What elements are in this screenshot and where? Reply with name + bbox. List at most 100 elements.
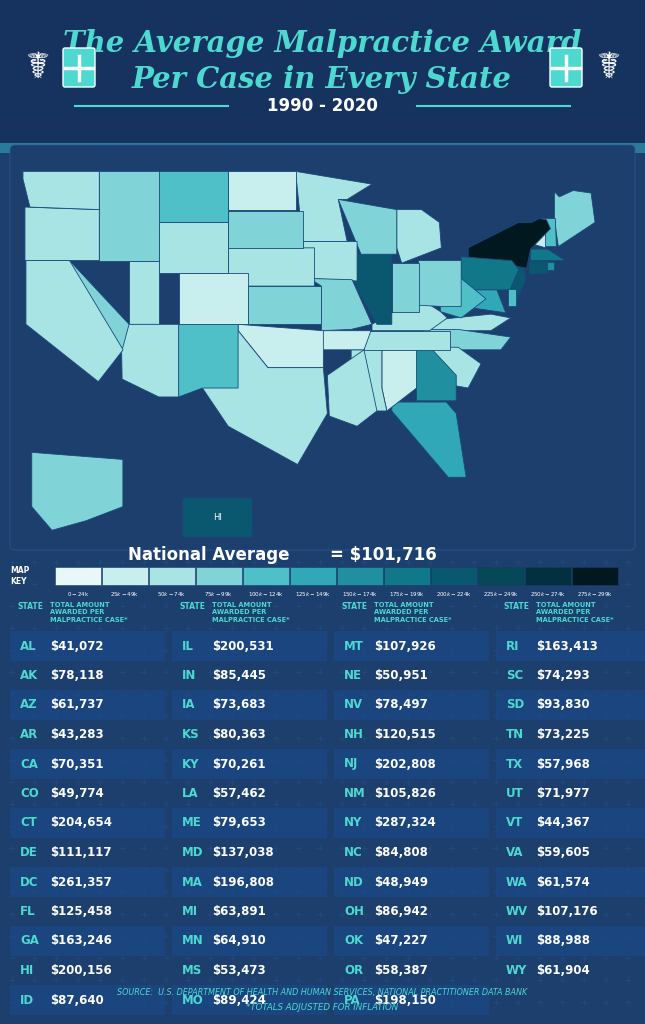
Text: $44,367: $44,367 bbox=[536, 816, 590, 829]
Polygon shape bbox=[419, 260, 461, 306]
Polygon shape bbox=[228, 248, 315, 286]
Text: $73,683: $73,683 bbox=[212, 698, 266, 712]
Text: ☤: ☤ bbox=[25, 51, 49, 85]
Text: MA: MA bbox=[182, 876, 203, 889]
FancyBboxPatch shape bbox=[172, 749, 327, 778]
Text: Per Case in Every State: Per Case in Every State bbox=[132, 66, 512, 94]
Text: AL: AL bbox=[20, 640, 37, 652]
Text: $63,891: $63,891 bbox=[212, 905, 266, 918]
Text: $79,653: $79,653 bbox=[212, 816, 266, 829]
Text: $57,462: $57,462 bbox=[212, 787, 266, 800]
Polygon shape bbox=[32, 453, 123, 530]
Text: $43,283: $43,283 bbox=[50, 728, 104, 741]
Text: NJ: NJ bbox=[344, 758, 359, 770]
Text: $93,830: $93,830 bbox=[536, 698, 590, 712]
Text: GA: GA bbox=[20, 935, 39, 947]
Text: AR: AR bbox=[20, 728, 38, 741]
Text: RI: RI bbox=[506, 640, 519, 652]
Text: $287,324: $287,324 bbox=[374, 816, 436, 829]
Text: $163,246: $163,246 bbox=[50, 935, 112, 947]
Text: TN: TN bbox=[506, 728, 524, 741]
FancyBboxPatch shape bbox=[496, 808, 645, 838]
FancyBboxPatch shape bbox=[525, 567, 571, 585]
Text: $49,774: $49,774 bbox=[50, 787, 104, 800]
Text: $100k-$124k: $100k-$124k bbox=[248, 590, 284, 598]
Polygon shape bbox=[397, 210, 441, 263]
Polygon shape bbox=[238, 325, 323, 368]
Text: $86,942: $86,942 bbox=[374, 905, 428, 918]
FancyBboxPatch shape bbox=[172, 690, 327, 720]
Text: $0-$24k: $0-$24k bbox=[67, 590, 89, 598]
FancyBboxPatch shape bbox=[63, 48, 95, 87]
Text: UT: UT bbox=[506, 787, 524, 800]
Text: $120,515: $120,515 bbox=[374, 728, 436, 741]
Text: $41,072: $41,072 bbox=[50, 640, 103, 652]
Polygon shape bbox=[432, 347, 481, 388]
FancyBboxPatch shape bbox=[10, 631, 165, 660]
Text: TOTAL AMOUNT
AWARDED PER
MALPRACTICE CASE*: TOTAL AMOUNT AWARDED PER MALPRACTICE CAS… bbox=[374, 602, 451, 623]
Text: VT: VT bbox=[506, 816, 523, 829]
FancyBboxPatch shape bbox=[0, 143, 645, 153]
Text: $78,497: $78,497 bbox=[374, 698, 428, 712]
Polygon shape bbox=[179, 273, 248, 325]
Polygon shape bbox=[310, 279, 372, 331]
Text: IN: IN bbox=[182, 669, 196, 682]
Text: $88,988: $88,988 bbox=[536, 935, 590, 947]
FancyBboxPatch shape bbox=[496, 631, 645, 660]
Text: MD: MD bbox=[182, 846, 204, 859]
Text: $59,605: $59,605 bbox=[536, 846, 590, 859]
FancyBboxPatch shape bbox=[10, 867, 165, 896]
Text: MS: MS bbox=[182, 964, 203, 977]
Text: $107,926: $107,926 bbox=[374, 640, 436, 652]
Text: $61,737: $61,737 bbox=[50, 698, 103, 712]
Text: $204,654: $204,654 bbox=[50, 816, 112, 829]
Polygon shape bbox=[372, 298, 448, 331]
FancyBboxPatch shape bbox=[496, 926, 645, 955]
Text: STATE: STATE bbox=[180, 602, 206, 611]
Text: $202,808: $202,808 bbox=[374, 758, 436, 770]
Text: IA: IA bbox=[182, 698, 195, 712]
FancyBboxPatch shape bbox=[572, 567, 618, 585]
Text: WA: WA bbox=[506, 876, 528, 889]
FancyBboxPatch shape bbox=[10, 145, 635, 550]
FancyBboxPatch shape bbox=[334, 926, 489, 955]
FancyBboxPatch shape bbox=[384, 567, 430, 585]
Text: $137,038: $137,038 bbox=[212, 846, 273, 859]
FancyBboxPatch shape bbox=[550, 48, 582, 87]
Text: TOTAL AMOUNT
AWARDED PER
MALPRACTICE CASE*: TOTAL AMOUNT AWARDED PER MALPRACTICE CAS… bbox=[536, 602, 613, 623]
Polygon shape bbox=[441, 279, 486, 317]
Text: LA: LA bbox=[182, 787, 199, 800]
Text: VA: VA bbox=[506, 846, 524, 859]
Text: $87,640: $87,640 bbox=[50, 993, 104, 1007]
Text: $70,261: $70,261 bbox=[212, 758, 266, 770]
Text: $58,387: $58,387 bbox=[374, 964, 428, 977]
FancyBboxPatch shape bbox=[334, 631, 489, 660]
Polygon shape bbox=[351, 350, 387, 411]
Text: $71,977: $71,977 bbox=[536, 787, 590, 800]
FancyBboxPatch shape bbox=[496, 749, 645, 778]
Text: $163,413: $163,413 bbox=[536, 640, 598, 652]
Text: $75k-$99k: $75k-$99k bbox=[204, 590, 233, 598]
Polygon shape bbox=[179, 325, 238, 397]
Text: HI: HI bbox=[213, 513, 222, 522]
FancyBboxPatch shape bbox=[10, 926, 165, 955]
Text: $89,424: $89,424 bbox=[212, 993, 266, 1007]
Polygon shape bbox=[295, 171, 372, 242]
Text: $64,910: $64,910 bbox=[212, 935, 266, 947]
Polygon shape bbox=[248, 286, 321, 325]
Text: $105,826: $105,826 bbox=[374, 787, 436, 800]
Polygon shape bbox=[510, 268, 526, 300]
Text: WY: WY bbox=[506, 964, 528, 977]
FancyBboxPatch shape bbox=[10, 749, 165, 778]
FancyBboxPatch shape bbox=[431, 567, 477, 585]
Text: WV: WV bbox=[506, 905, 528, 918]
FancyBboxPatch shape bbox=[149, 567, 195, 585]
Text: MN: MN bbox=[182, 935, 204, 947]
Text: CT: CT bbox=[20, 816, 37, 829]
Text: $47,227: $47,227 bbox=[374, 935, 428, 947]
Text: NH: NH bbox=[344, 728, 364, 741]
Text: ☤: ☤ bbox=[596, 51, 620, 85]
Text: $125k-$149k: $125k-$149k bbox=[295, 590, 331, 598]
Text: The Average Malpractice Award: The Average Malpractice Award bbox=[63, 29, 581, 57]
FancyBboxPatch shape bbox=[290, 567, 336, 585]
